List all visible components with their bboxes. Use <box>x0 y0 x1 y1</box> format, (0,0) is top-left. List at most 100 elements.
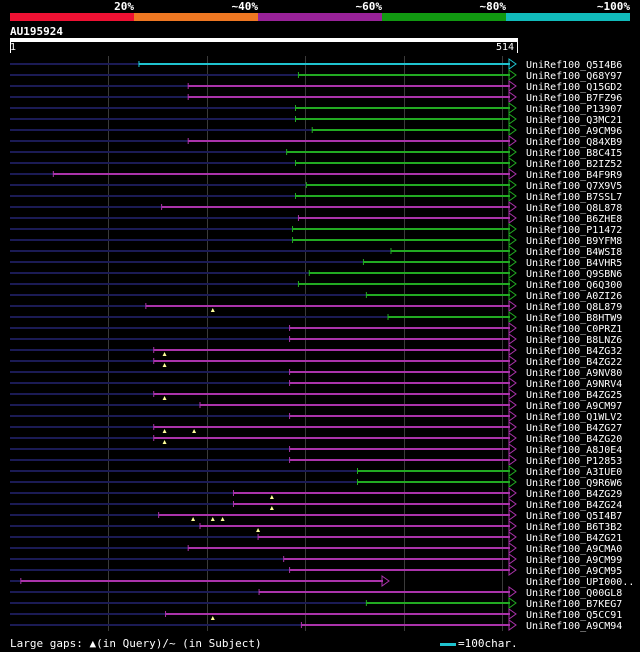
hit-label[interactable]: UniRef100_P11472 <box>526 225 622 236</box>
hit-row[interactable]: UniRef100_Q8L878 <box>10 201 622 214</box>
hit-label[interactable]: UniRef100_B2IZ52 <box>526 159 622 170</box>
hit-label[interactable]: UniRef100_B7SSL7 <box>526 192 622 203</box>
hit-row[interactable]: UniRef100_Q5I4B7 <box>10 509 622 522</box>
hit-label[interactable]: UniRef100_Q68Y97 <box>526 71 622 82</box>
hit-label[interactable]: UniRef100_Q7X9V5 <box>526 181 622 192</box>
hit-row[interactable]: UniRef100_B8HTW9 <box>10 311 622 324</box>
hit-label[interactable]: UniRef100_B7FZ96 <box>526 93 622 104</box>
hit-row[interactable]: UniRef100_Q8L879 <box>10 300 622 313</box>
hit-label[interactable]: UniRef100_A3IUE0 <box>526 467 622 478</box>
hit-row[interactable]: UniRef100_A8J0E4 <box>10 443 622 456</box>
hit-label[interactable]: UniRef100_Q9SBN6 <box>526 269 622 280</box>
hit-row[interactable]: UniRef100_Q15GD2 <box>10 80 622 93</box>
hit-row[interactable]: UniRef100_B7FZ96 <box>10 91 622 104</box>
hit-row[interactable]: UniRef100_A9CM95 <box>10 564 622 577</box>
hit-label[interactable]: UniRef100_Q3MC21 <box>526 115 622 126</box>
hit-label[interactable]: UniRef100_Q1WLV2 <box>526 412 622 423</box>
hit-label[interactable]: UniRef100_A9CMA0 <box>526 544 622 555</box>
hit-row[interactable]: UniRef100_B4ZG20 <box>10 432 622 445</box>
hit-label[interactable]: UniRef100_B4VHR5 <box>526 258 622 269</box>
hit-label[interactable]: UniRef100_Q15GD2 <box>526 82 622 93</box>
hit-label[interactable]: UniRef100_P12853 <box>526 456 622 467</box>
hit-label[interactable]: UniRef100_B6ZHE8 <box>526 214 622 225</box>
hit-label[interactable]: UniRef100_Q6Q300 <box>526 280 622 291</box>
hit-row[interactable]: UniRef100_B4ZG21 <box>10 531 622 544</box>
hit-row[interactable]: UniRef100_B4ZG29 <box>10 487 622 500</box>
hit-label[interactable]: UniRef100_B4ZG24 <box>526 500 622 511</box>
hit-label[interactable]: UniRef100_B4ZG29 <box>526 489 622 500</box>
hit-label[interactable]: UniRef100_B4F9R9 <box>526 170 622 181</box>
hit-row[interactable]: UniRef100_Q9R6W6 <box>10 476 622 489</box>
hit-label[interactable]: UniRef100_B4ZG22 <box>526 357 622 368</box>
hit-label[interactable]: UniRef100_A0ZI26 <box>526 291 622 302</box>
hit-label[interactable]: UniRef100_B4ZG27 <box>526 423 622 434</box>
hit-label[interactable]: UniRef100_B4ZG20 <box>526 434 622 445</box>
hit-row[interactable]: UniRef100_A9NRV4 <box>10 377 622 390</box>
hit-label[interactable]: UniRef100_Q84XB9 <box>526 137 622 148</box>
hit-row[interactable]: UniRef100_B4F9R9 <box>10 168 622 181</box>
hit-row[interactable]: UniRef100_Q1WLV2 <box>10 410 622 423</box>
hit-row[interactable]: UniRef100_Q9SBN6 <box>10 267 622 280</box>
hit-label[interactable]: UniRef100_Q5I4B6 <box>526 60 622 71</box>
hit-label[interactable]: UniRef100_B7KEG7 <box>526 599 622 610</box>
hit-row[interactable]: UniRef100_B8C4I5 <box>10 146 622 159</box>
hit-label[interactable]: UniRef100_UPI000.. <box>526 577 634 588</box>
hit-row[interactable]: UniRef100_Q00GL8 <box>10 586 622 599</box>
hit-row[interactable]: UniRef100_A3IUE0 <box>10 465 622 478</box>
hit-row[interactable]: UniRef100_A9CM94 <box>10 619 622 632</box>
hit-label[interactable]: UniRef100_B4ZG32 <box>526 346 622 357</box>
hit-label[interactable]: UniRef100_C0PRZ1 <box>526 324 622 335</box>
hit-row[interactable]: UniRef100_B7KEG7 <box>10 597 622 610</box>
hit-label[interactable]: UniRef100_Q9R6W6 <box>526 478 622 489</box>
hit-row[interactable]: UniRef100_B7SSL7 <box>10 190 622 203</box>
hit-row[interactable]: UniRef100_B6T3B2 <box>10 520 622 533</box>
hit-label[interactable]: UniRef100_P13907 <box>526 104 622 115</box>
hit-label[interactable]: UniRef100_Q8L878 <box>526 203 622 214</box>
hit-row[interactable]: UniRef100_B4VHR5 <box>10 256 622 269</box>
hit-row[interactable]: UniRef100_Q6Q300 <box>10 278 622 291</box>
hit-row[interactable]: UniRef100_P11472 <box>10 223 622 236</box>
hit-row[interactable]: UniRef100_B9YFM8 <box>10 234 622 247</box>
hit-label[interactable]: UniRef100_B8LNZ6 <box>526 335 622 346</box>
hit-row[interactable]: UniRef100_UPI000.. <box>10 575 634 588</box>
hit-row[interactable]: UniRef100_A9CMA0 <box>10 542 622 555</box>
hit-label[interactable]: UniRef100_Q5I4B7 <box>526 511 622 522</box>
hit-row[interactable]: UniRef100_A9CM97 <box>10 399 622 412</box>
hit-row[interactable]: UniRef100_Q68Y97 <box>10 69 622 82</box>
hit-row[interactable]: UniRef100_B4ZG24 <box>10 498 622 511</box>
hit-row[interactable]: UniRef100_B8LNZ6 <box>10 333 622 346</box>
hit-label[interactable]: UniRef100_A9CM94 <box>526 621 622 632</box>
hit-row[interactable]: UniRef100_B6ZHE8 <box>10 212 622 225</box>
hit-label[interactable]: UniRef100_A9CM99 <box>526 555 622 566</box>
hit-label[interactable]: UniRef100_A8J0E4 <box>526 445 622 456</box>
hit-label[interactable]: UniRef100_A9NV80 <box>526 368 622 379</box>
hit-label[interactable]: UniRef100_B9YFM8 <box>526 236 622 247</box>
hit-row[interactable]: UniRef100_B2IZ52 <box>10 157 622 170</box>
hit-row[interactable]: UniRef100_P12853 <box>10 454 622 467</box>
hit-row[interactable]: UniRef100_Q5I4B6 <box>10 58 622 71</box>
hit-label[interactable]: UniRef100_Q00GL8 <box>526 588 622 599</box>
hit-label[interactable]: UniRef100_A9CM96 <box>526 126 622 137</box>
hit-row[interactable]: UniRef100_Q5CC91 <box>10 608 622 621</box>
hit-row[interactable]: UniRef100_Q84XB9 <box>10 135 622 148</box>
hit-label[interactable]: UniRef100_B4ZG25 <box>526 390 622 401</box>
hit-row[interactable]: UniRef100_A9NV80 <box>10 366 622 379</box>
hit-row[interactable]: UniRef100_A9CM96 <box>10 124 622 137</box>
hit-label[interactable]: UniRef100_B4WSI8 <box>526 247 622 258</box>
hit-row[interactable]: UniRef100_B4ZG32 <box>10 344 622 357</box>
hit-row[interactable]: UniRef100_A0ZI26 <box>10 289 622 302</box>
hit-label[interactable]: UniRef100_B4ZG21 <box>526 533 622 544</box>
hit-label[interactable]: UniRef100_A9CM95 <box>526 566 622 577</box>
hit-row[interactable]: UniRef100_B4WSI8 <box>10 245 622 258</box>
hit-row[interactable]: UniRef100_A9CM99 <box>10 553 622 566</box>
hit-label[interactable]: UniRef100_B8HTW9 <box>526 313 622 324</box>
hit-row[interactable]: UniRef100_B4ZG25 <box>10 388 622 401</box>
hit-label[interactable]: UniRef100_A9CM97 <box>526 401 622 412</box>
hit-row[interactable]: UniRef100_Q7X9V5 <box>10 179 622 192</box>
hit-row[interactable]: UniRef100_Q3MC21 <box>10 113 622 126</box>
hit-label[interactable]: UniRef100_A9NRV4 <box>526 379 622 390</box>
hit-label[interactable]: UniRef100_B6T3B2 <box>526 522 622 533</box>
hit-label[interactable]: UniRef100_Q8L879 <box>526 302 622 313</box>
hit-label[interactable]: UniRef100_B8C4I5 <box>526 148 622 159</box>
hit-label[interactable]: UniRef100_Q5CC91 <box>526 610 622 621</box>
